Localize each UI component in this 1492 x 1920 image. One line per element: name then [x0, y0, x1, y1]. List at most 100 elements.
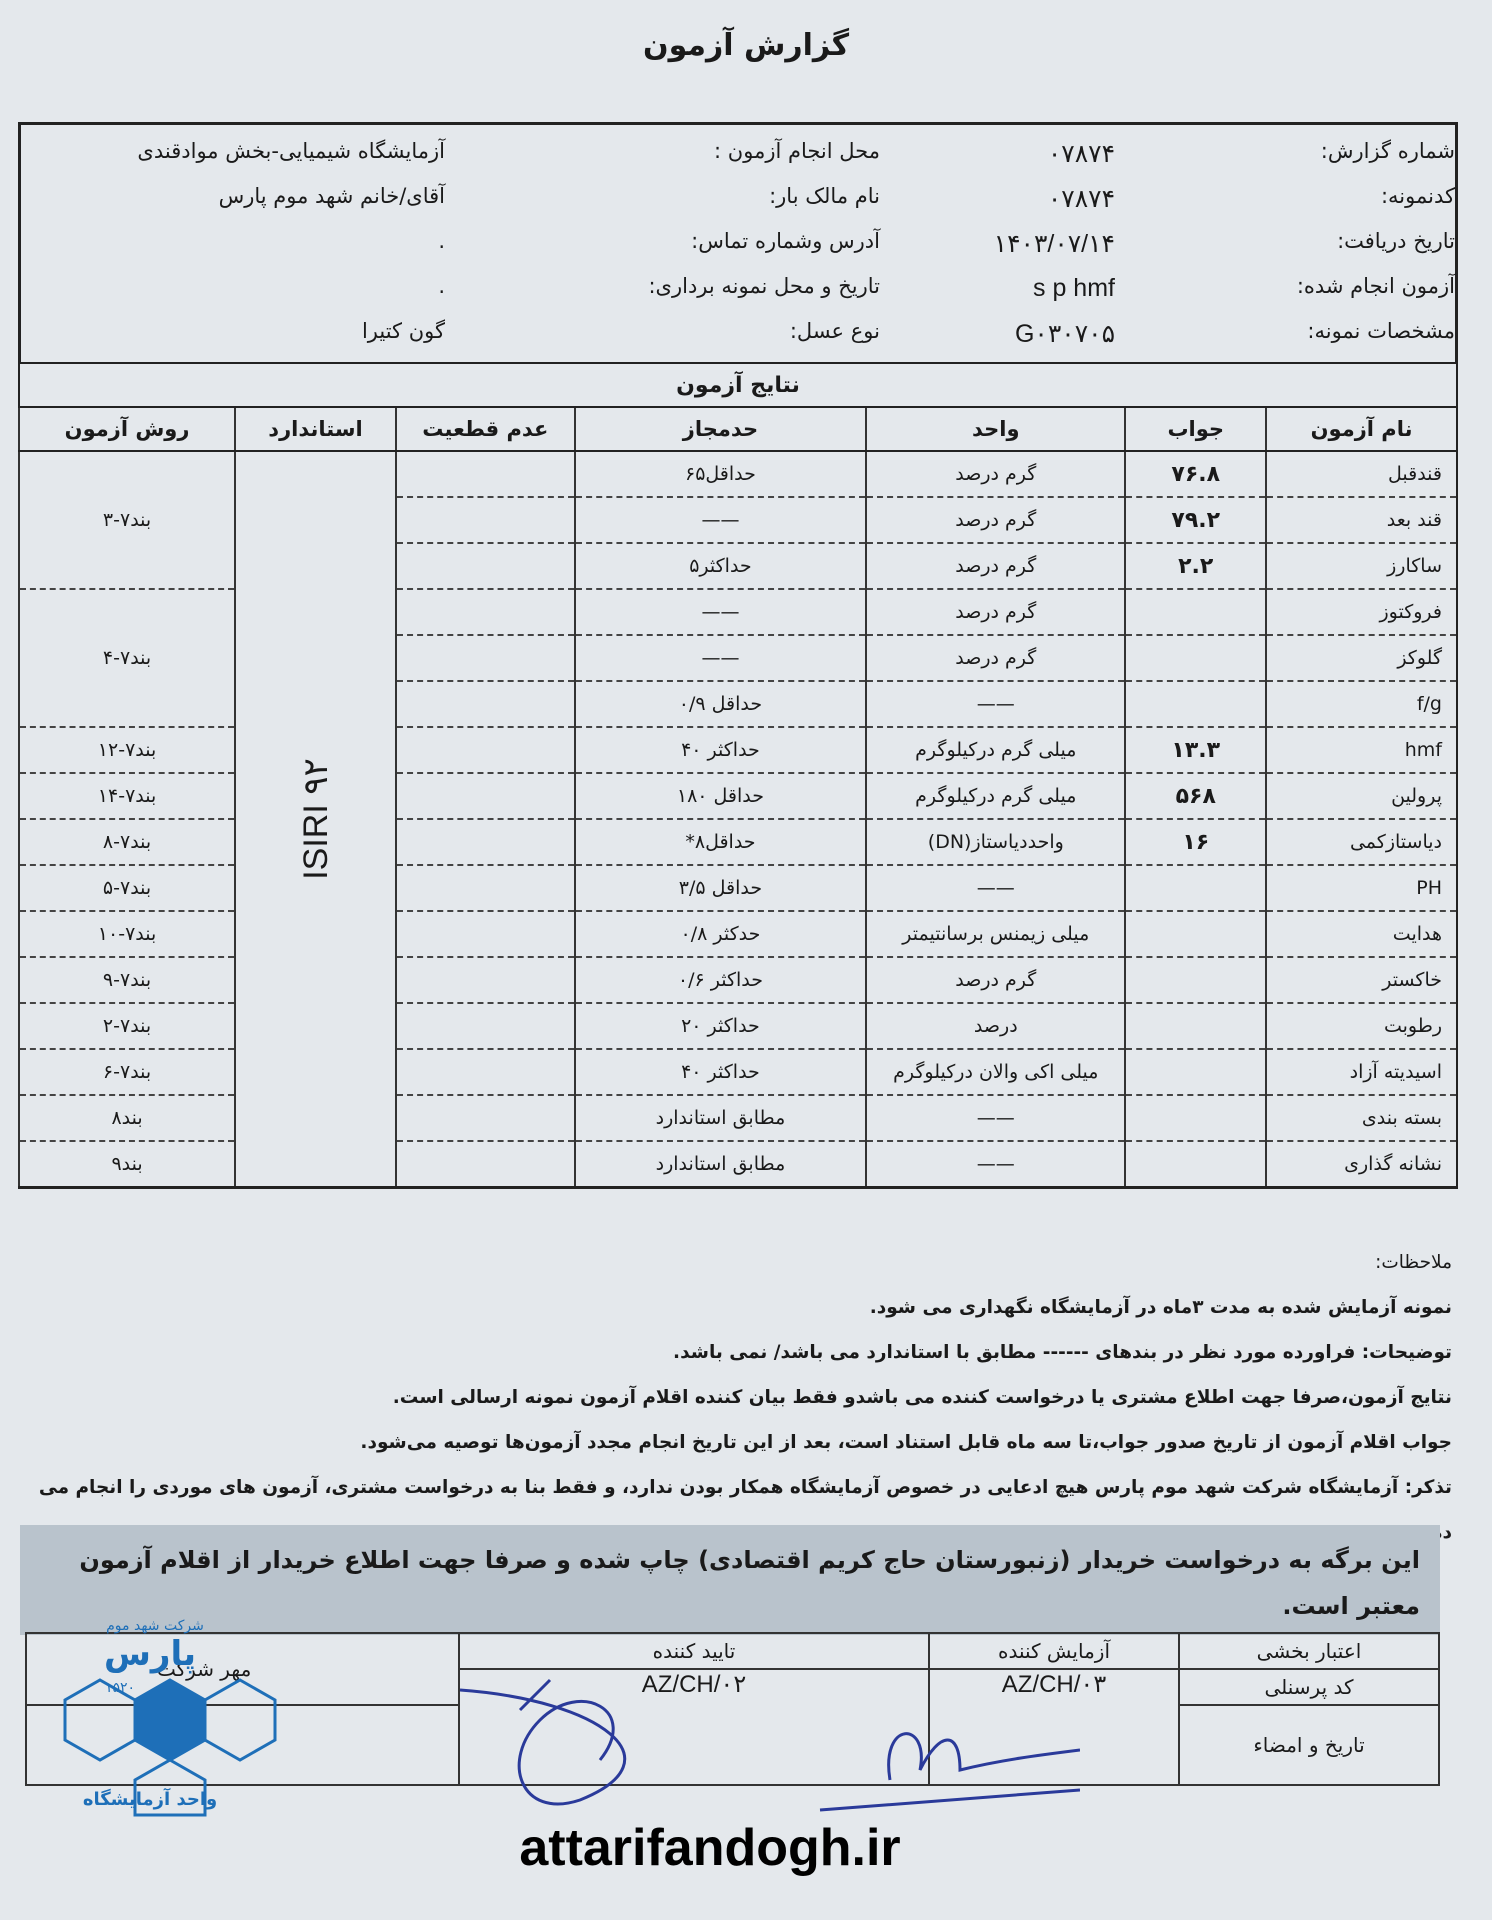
test-answer: ۷۶.۸	[1124, 451, 1267, 498]
table-row: هدایت میلی زیمنس برسانتیمتر حدکثر ۰/۸ بند۷-…	[17, 911, 1457, 958]
table-row: فروکتوز گرم درصد —— بند۷-۴	[17, 589, 1457, 728]
test-uncertainty	[394, 957, 575, 1004]
signatures	[459, 1678, 1080, 1812]
test-uncertainty	[394, 773, 575, 820]
header-label: تاریخ و محل نمونه برداری:	[648, 274, 880, 298]
header-value: آزمایشگاه شیمیایی-بخش موادقندی	[137, 139, 445, 163]
buyer-banner: این برگه به درخواست خریدار (زنبورستان حا…	[20, 1525, 1440, 1635]
test-name: قندقبل	[1265, 451, 1457, 498]
stamp-label: مهر شرکت	[25, 1632, 460, 1706]
test-name: فروکتوز	[1265, 589, 1457, 636]
table-row: پرولین ۵۶۸ میلی گرم درکیلوگرم حداقل ۱۸۰ بند۷…	[17, 773, 1457, 820]
test-name: پرولین	[1265, 773, 1457, 820]
column-header: نام آزمون	[1265, 407, 1457, 452]
notes: ملاحظات: نمونه آزمایش شده به مدت ۳ماه در…	[12, 1240, 1452, 1555]
test-answer: ۷۹.۲	[1124, 497, 1267, 544]
header-row: کدنمونه: ۰۷۸۷۴ نام مالک بار: آقای/خانم شهد …	[21, 184, 1455, 224]
sig-row-label: کد پرسنلی	[1178, 1668, 1440, 1706]
tester-signature	[819, 1732, 1080, 1812]
table-row: قند بعد ۷۹.۲ گرم درصد ——	[19, 497, 1457, 544]
results-table: نتایج آزمون نام آزمون جواب واحد حدمجاز عدم ق…	[17, 362, 1458, 1189]
header-label: تاریخ دریافت:	[1337, 229, 1455, 253]
note-line: توضیحات: فراورده مورد نظر در بندهای ----…	[673, 1342, 1452, 1363]
header-label: محل انجام آزمون :	[714, 139, 880, 163]
table-row: قندقبل ۷۶.۸ گرم درصد حداقل۶۵ ISIRI ۹۲ بند۷-۳	[17, 451, 1457, 1187]
header-row: مشخصات نمونه: G۰۳۰۷۰۵ نوع عسل: گون کتیرا	[21, 319, 1455, 359]
test-uncertainty	[394, 589, 575, 636]
test-unit: واحددیاستاز(DN)	[865, 819, 1126, 866]
test-method: بند۷-۸	[17, 819, 236, 866]
table-row: PH —— حداقل ۳/۵ بند۷-۵	[17, 865, 1457, 912]
header-row: تاریخ دریافت: ۱۴۰۳/۰۷/۱۴ آدرس وشماره تماس:…	[21, 229, 1455, 269]
header-label: آزمون انجام شده:	[1296, 274, 1455, 298]
test-unit: گرم درصد	[865, 543, 1126, 590]
test-unit: گرم درصد	[865, 589, 1126, 636]
note-line: نتایج آزمون،صرفا جهت اطلاع مشتری یا درخو…	[392, 1387, 1452, 1408]
table-row: رطوبت درصد حداکثر ۲۰ بند۷-۲	[17, 1003, 1457, 1050]
test-name: نشانه گذاری	[1265, 1141, 1457, 1188]
test-name: رطوبت	[1265, 1003, 1457, 1050]
test-name: اسیدیته آزاد	[1265, 1049, 1457, 1096]
header-value: گون کتیرا	[361, 319, 445, 343]
header-label: آدرس وشماره تماس:	[691, 229, 880, 253]
results-title: نتایج آزمون	[18, 362, 1458, 408]
test-unit: ——	[865, 1141, 1126, 1188]
test-method: بند۸	[17, 1095, 236, 1142]
test-name: hmf	[1265, 727, 1457, 774]
test-name: PH	[1265, 865, 1457, 912]
table-row: گلوکز گرم درصد ——	[19, 635, 1457, 682]
test-uncertainty	[394, 1049, 575, 1096]
test-unit: ——	[865, 1095, 1126, 1142]
standard-cell: ISIRI ۹۲	[234, 451, 396, 1187]
table-row: دیاستازکمی ۱۶ واحددیاستاز(DN) حداقل۸* بند۷-۸	[17, 819, 1457, 866]
test-answer	[1124, 1141, 1267, 1188]
note-line: نمونه آزمایش شده به مدت ۳ماه در آزمایشگا…	[869, 1297, 1452, 1318]
test-uncertainty	[394, 911, 575, 958]
test-answer: ۲.۲	[1124, 543, 1267, 590]
test-unit: میلی اکی والان درکیلوگرم	[865, 1049, 1126, 1096]
header-label: مشخصات نمونه:	[1307, 319, 1455, 343]
test-name: قند بعد	[1265, 497, 1457, 544]
table-row: نشانه گذاری —— مطابق استاندارد بند۹	[17, 1141, 1457, 1188]
header-label: نوع عسل:	[789, 319, 880, 343]
test-uncertainty	[394, 1095, 575, 1142]
approver-code: AZ/CH/۰۲	[458, 1668, 930, 1786]
test-unit: ——	[865, 865, 1126, 912]
test-limit: حداقل ۳/۵	[573, 865, 867, 912]
test-name: ساکارز	[1265, 543, 1457, 590]
test-limit: حداکثر۵	[573, 543, 867, 590]
test-name: بسته بندی	[1265, 1095, 1457, 1142]
test-answer	[1124, 957, 1267, 1004]
note-line: جواب اقلام آزمون از تاریخ صدور جواب،تا س…	[360, 1432, 1452, 1453]
test-uncertainty	[394, 727, 575, 774]
test-method: بند۷-۵	[17, 865, 236, 912]
test-method: بند۷-۴	[17, 589, 236, 728]
test-answer	[1124, 635, 1267, 682]
test-answer: ۱۶	[1124, 819, 1267, 866]
table-row: ساکارز ۲.۲ گرم درصد حداکثر۵	[19, 543, 1457, 590]
test-answer	[1124, 865, 1267, 912]
test-unit: گرم درصد	[865, 451, 1126, 498]
column-header: استاندارد	[234, 407, 396, 452]
test-name: گلوکز	[1265, 635, 1457, 682]
column-header: واحد	[865, 407, 1126, 452]
tester-label: آزمایش کننده	[928, 1632, 1180, 1670]
company-stamp: شرکت شهد موم پارس ۱۵۲۰ واحد آزمایشگاه	[63, 1618, 277, 1817]
test-name: دیاستازکمی	[1265, 819, 1457, 866]
test-limit: حداکثر ۴۰	[573, 727, 867, 774]
test-answer	[1124, 589, 1267, 636]
test-limit: مطابق استاندارد	[573, 1095, 867, 1142]
header-value: آقای/خانم شهد موم پارس	[218, 184, 445, 208]
test-limit: ——	[573, 589, 867, 636]
test-limit: حداکثر ۲۰	[573, 1003, 867, 1050]
header-value: G۰۳۰۷۰۵	[1014, 320, 1115, 348]
header-value: .	[438, 229, 445, 253]
test-name: هدایت	[1265, 911, 1457, 958]
test-unit: میلی گرم درکیلوگرم	[865, 773, 1126, 820]
test-answer	[1124, 1049, 1267, 1096]
test-limit: حداقل ۰/۹	[573, 681, 867, 728]
test-uncertainty	[394, 1003, 575, 1050]
test-limit: حداقل۶۵	[573, 451, 867, 498]
header-value: .	[438, 274, 445, 298]
test-unit: گرم درصد	[865, 497, 1126, 544]
